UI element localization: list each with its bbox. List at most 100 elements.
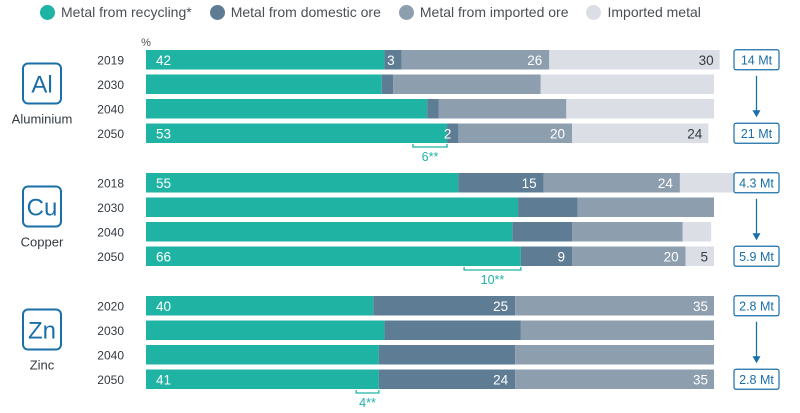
bar-segment-recycling: [146, 50, 385, 70]
data-label: 35: [693, 372, 708, 387]
bar-segment-domestic-ore: [458, 173, 544, 193]
bar-segment-recycling: [146, 369, 379, 389]
bar-segment-imported-ore: [515, 345, 714, 365]
growth-arrow-head: [752, 110, 761, 118]
data-label: 55: [156, 176, 171, 191]
legend-swatch: [586, 4, 602, 20]
bar-segment-imported-ore: [401, 50, 550, 70]
data-label: 20: [550, 126, 565, 141]
annotation-label: 4**: [359, 396, 376, 410]
bar-segment-imported-metal: [566, 99, 714, 119]
data-label: 40: [156, 299, 171, 314]
legend-swatch: [40, 4, 55, 20]
data-label: 3: [387, 53, 395, 68]
data-label: 24: [687, 126, 703, 141]
legend-label: Metal from domestic ore: [230, 4, 381, 20]
year-label: 2040: [97, 102, 124, 116]
element-symbol: Cu: [27, 195, 58, 222]
data-label: 20: [664, 249, 679, 264]
bar-segment-imported-metal: [572, 123, 709, 143]
year-label: 2040: [97, 348, 124, 362]
bar-segment-imported-ore: [572, 222, 683, 242]
bar-segment-recycling: [146, 296, 374, 316]
element-name: Zinc: [30, 358, 55, 373]
element-symbol-box: [22, 308, 62, 351]
annotation-label: 6**: [422, 150, 439, 164]
bar-segment-domestic-ore: [518, 197, 578, 217]
data-label: 35: [693, 299, 708, 314]
bar-segment-imported-ore: [458, 123, 572, 143]
bar-segment-imported-metal: [540, 74, 714, 94]
bar-segment-recycling: [146, 246, 521, 266]
total-box: [733, 49, 780, 71]
bar-segment-imported-metal: [682, 222, 712, 242]
data-label: 25: [493, 299, 508, 314]
legend-label: Metal from imported ore: [419, 4, 569, 20]
total-value: 4.3 Mt: [739, 176, 774, 190]
bar-segment-recycling: [146, 99, 428, 119]
bar-segment-recycling: [146, 74, 382, 94]
legend-swatch: [398, 4, 414, 20]
bar-segment-domestic-ore: [381, 74, 394, 94]
bar-segment-domestic-ore: [520, 246, 572, 266]
data-label: 5: [700, 249, 708, 264]
bar-segment-recycling: [146, 173, 459, 193]
legend-swatch: [209, 4, 225, 20]
year-label: 2018: [97, 176, 124, 190]
bar-segment-imported-metal: [685, 246, 714, 266]
bar-segment-imported-metal: [549, 50, 720, 70]
total-value: 5.9 Mt: [739, 250, 774, 264]
bar-segment-recycling: [146, 320, 385, 340]
year-label: 2030: [97, 324, 124, 338]
legend-label: Metal from recycling*: [61, 4, 192, 20]
bar-segment-imported-ore: [393, 74, 541, 94]
growth-arrow-head: [752, 233, 761, 241]
year-label: 2050: [97, 373, 124, 387]
data-label: 66: [156, 249, 171, 264]
data-label: 41: [156, 372, 171, 387]
annotation-bracket: [412, 144, 448, 148]
year-label: 2030: [97, 78, 124, 92]
data-label: 24: [658, 176, 674, 191]
legend-item-recycling: Metal from recycling*: [40, 4, 192, 20]
bar-segment-recycling: [146, 345, 379, 365]
total-box: [733, 368, 780, 390]
bar-segment-domestic-ore: [447, 123, 459, 143]
data-label: 26: [527, 53, 542, 68]
data-label: 24: [493, 372, 509, 387]
year-label: 2019: [97, 53, 124, 67]
total-box: [733, 245, 780, 267]
year-label: 2050: [97, 127, 124, 141]
data-label: 2: [444, 126, 452, 141]
bar-segment-domestic-ore: [512, 222, 572, 242]
bar-segment-imported-ore: [515, 296, 714, 316]
element-symbol-box: [22, 62, 62, 105]
growth-arrow-head: [752, 356, 761, 364]
bar-segment-recycling: [146, 197, 519, 217]
year-label: 2040: [97, 225, 124, 239]
element-symbol: Zn: [28, 318, 56, 345]
total-value: 2.8 Mt: [739, 373, 774, 387]
year-label: 2020: [97, 299, 124, 313]
year-label: 2030: [97, 201, 124, 215]
data-label: 42: [156, 53, 171, 68]
bar-segment-recycling: [146, 222, 513, 242]
bar-segment-imported-ore: [438, 99, 567, 119]
year-label: 2050: [97, 250, 124, 264]
element-symbol: Al: [31, 72, 52, 99]
annotation-bracket: [355, 390, 380, 394]
legend-label: Imported metal: [607, 4, 701, 20]
total-value: 2.8 Mt: [739, 299, 774, 313]
bar-segment-recycling: [146, 123, 448, 143]
total-box: [733, 295, 780, 317]
annotation-bracket: [463, 267, 522, 271]
element-symbol-box: [22, 185, 62, 228]
total-box: [733, 172, 780, 194]
legend-item-imported-ore: Metal from imported ore: [398, 4, 569, 20]
data-label: 30: [699, 53, 714, 68]
data-label: 53: [156, 126, 171, 141]
element-name: Copper: [21, 235, 64, 250]
element-name: Aluminium: [12, 112, 73, 127]
total-value: 14 Mt: [741, 53, 773, 67]
